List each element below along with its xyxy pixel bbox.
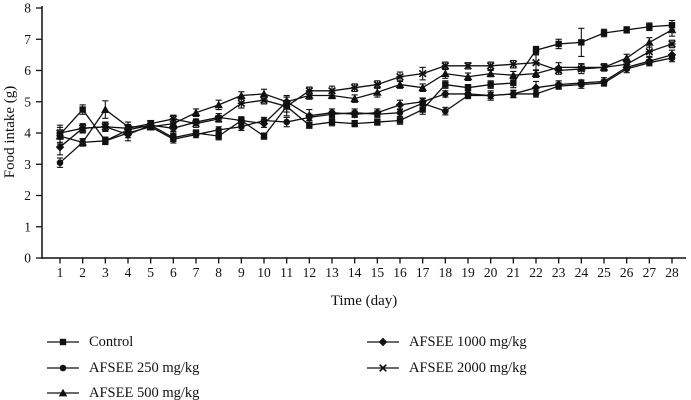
svg-text:24: 24 bbox=[575, 265, 589, 280]
svg-text:5: 5 bbox=[147, 265, 154, 280]
legend-item-afsee-1000: AFSEE 1000 mg/kg bbox=[366, 334, 527, 350]
svg-text:4: 4 bbox=[24, 126, 31, 141]
svg-text:18: 18 bbox=[439, 265, 453, 280]
svg-text:15: 15 bbox=[371, 265, 385, 280]
svg-text:12: 12 bbox=[303, 265, 317, 280]
svg-text:8: 8 bbox=[215, 265, 222, 280]
svg-text:3: 3 bbox=[24, 157, 31, 172]
svg-text:26: 26 bbox=[620, 265, 634, 280]
legend-label-afsee-2000: AFSEE 2000 mg/kg bbox=[409, 360, 527, 376]
svg-text:2: 2 bbox=[79, 265, 86, 280]
legend-marker-circle-icon bbox=[46, 361, 80, 375]
legend-item-afsee-250: AFSEE 250 mg/kg bbox=[46, 360, 199, 376]
svg-text:1: 1 bbox=[24, 219, 31, 234]
legend-item-afsee-2000: AFSEE 2000 mg/kg bbox=[366, 360, 527, 376]
svg-text:23: 23 bbox=[552, 265, 566, 280]
svg-text:17: 17 bbox=[416, 265, 430, 280]
legend-label-afsee-500: AFSEE 500 mg/kg bbox=[89, 385, 200, 400]
svg-text:Time (day): Time (day) bbox=[331, 293, 398, 309]
svg-text:19: 19 bbox=[461, 265, 475, 280]
legend-marker-triangle-icon bbox=[46, 386, 80, 400]
svg-text:7: 7 bbox=[24, 32, 31, 47]
svg-text:4: 4 bbox=[125, 265, 132, 280]
legend-marker-square-icon bbox=[46, 335, 80, 349]
legend-label-afsee-250: AFSEE 250 mg/kg bbox=[89, 360, 200, 376]
svg-text:16: 16 bbox=[393, 265, 407, 280]
svg-text:2: 2 bbox=[24, 188, 31, 203]
legend-marker-x-icon bbox=[366, 361, 400, 375]
svg-text:11: 11 bbox=[280, 265, 293, 280]
svg-text:10: 10 bbox=[257, 265, 271, 280]
svg-text:27: 27 bbox=[643, 265, 657, 280]
svg-text:7: 7 bbox=[193, 265, 200, 280]
svg-text:25: 25 bbox=[597, 265, 611, 280]
svg-text:20: 20 bbox=[484, 265, 498, 280]
svg-text:5: 5 bbox=[24, 94, 31, 109]
legend-item-afsee-500: AFSEE 500 mg/kg bbox=[46, 385, 199, 400]
legend-item-control: Control bbox=[46, 334, 133, 350]
svg-text:Food intake (g): Food intake (g) bbox=[2, 86, 18, 178]
svg-text:3: 3 bbox=[102, 265, 109, 280]
svg-text:9: 9 bbox=[238, 265, 245, 280]
legend-marker-diamond-icon bbox=[366, 335, 400, 349]
svg-text:6: 6 bbox=[170, 265, 177, 280]
legend-label-afsee-1000: AFSEE 1000 mg/kg bbox=[409, 334, 527, 350]
svg-text:28: 28 bbox=[665, 265, 679, 280]
svg-text:13: 13 bbox=[325, 265, 339, 280]
svg-text:14: 14 bbox=[348, 265, 362, 280]
legend-label-control: Control bbox=[89, 334, 134, 350]
svg-text:0: 0 bbox=[24, 251, 31, 266]
svg-text:21: 21 bbox=[507, 265, 521, 280]
svg-text:1: 1 bbox=[57, 265, 64, 280]
svg-text:6: 6 bbox=[24, 63, 31, 78]
svg-text:22: 22 bbox=[529, 265, 543, 280]
svg-text:8: 8 bbox=[24, 1, 31, 16]
